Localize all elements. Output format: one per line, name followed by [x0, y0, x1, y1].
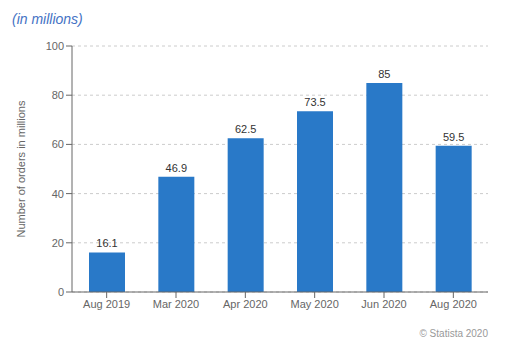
svg-text:May 2020: May 2020: [291, 298, 339, 310]
svg-text:100: 100: [46, 40, 64, 52]
svg-text:40: 40: [52, 188, 64, 200]
svg-text:46.9: 46.9: [166, 162, 187, 174]
svg-text:0: 0: [58, 286, 64, 298]
svg-text:Jun 2020: Jun 2020: [361, 298, 406, 310]
svg-text:62.5: 62.5: [235, 123, 256, 135]
html-text:(in millions): (in millions): [12, 11, 83, 27]
svg-text:16.1: 16.1: [96, 237, 117, 249]
svg-text:80: 80: [52, 89, 64, 101]
html-text:© Statista 2020: © Statista 2020: [419, 328, 488, 339]
svg-text:60: 60: [52, 138, 64, 150]
svg-text:Number of orders in millions: Number of orders in millions: [15, 100, 27, 237]
svg-text:Aug 2019: Aug 2019: [83, 298, 130, 310]
svg-text:73.5: 73.5: [304, 96, 325, 108]
svg-text:Aug 2020: Aug 2020: [430, 298, 477, 310]
svg-text:59.5: 59.5: [443, 131, 464, 143]
svg-text:20: 20: [52, 237, 64, 249]
svg-text:Apr 2020: Apr 2020: [223, 298, 268, 310]
svg-text:85: 85: [378, 68, 390, 80]
svg-text:Mar 2020: Mar 2020: [153, 298, 199, 310]
